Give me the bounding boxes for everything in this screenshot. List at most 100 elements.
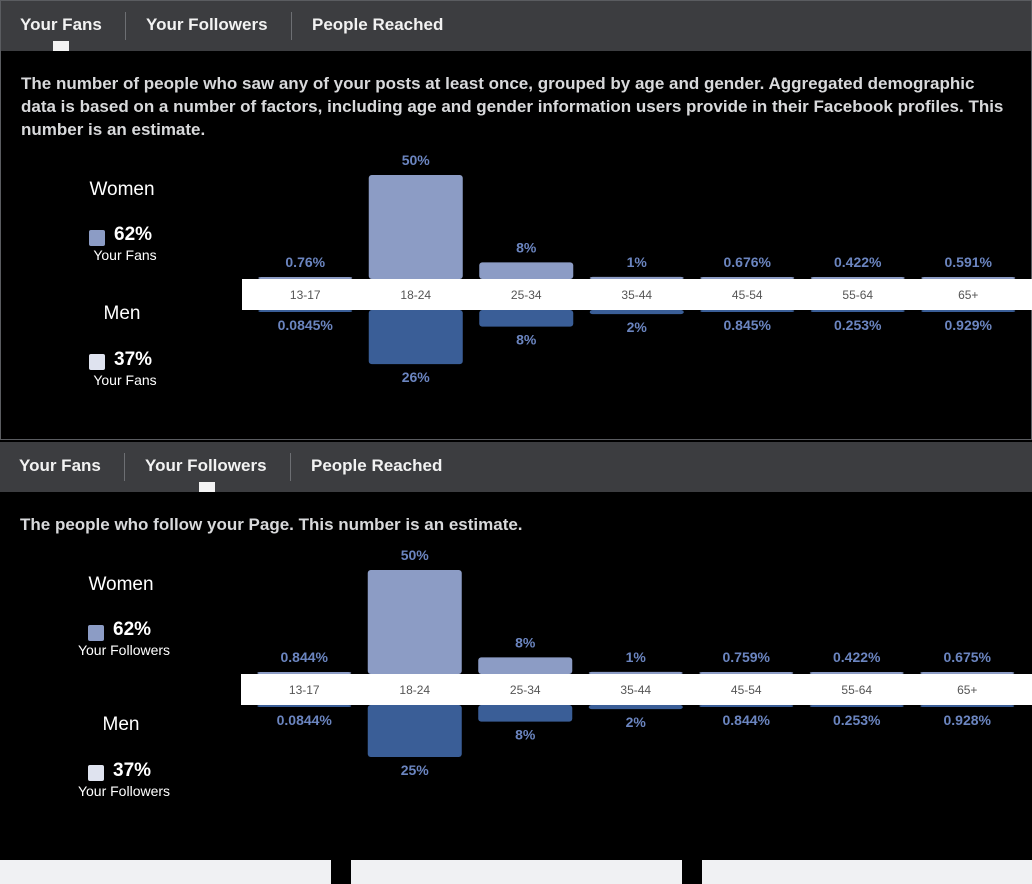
- men-swatch: [89, 354, 105, 370]
- men-bar-35-44[interactable]: [589, 310, 684, 315]
- tab-bar: Your Fans Your Followers People Reached: [1, 1, 1031, 51]
- age-gender-chart-svg: 13-17 0.844% 0.0844% 18-24 50% 25% 25-34 8% 8% 35…: [241, 547, 1032, 778]
- men-bar-25-34[interactable]: [478, 705, 573, 722]
- men-bar-45-54[interactable]: [699, 705, 794, 707]
- men-bar-13-17[interactable]: [257, 705, 352, 707]
- women-label: Women: [89, 179, 155, 200]
- men-bar-25-34[interactable]: [479, 310, 574, 327]
- men-swatch: [88, 765, 104, 781]
- tab-people-reached[interactable]: People Reached: [311, 456, 443, 475]
- active-tab-indicator: [199, 482, 215, 492]
- women-bar-55-64[interactable]: [810, 277, 905, 279]
- men-value-label: 0.253%: [834, 317, 882, 333]
- men-bar-55-64[interactable]: [810, 310, 905, 312]
- women-value-label: 1%: [626, 649, 647, 665]
- men-value-label: 25%: [401, 762, 430, 778]
- women-value-label: 0.591%: [945, 254, 993, 270]
- women-value-label: 0.422%: [833, 649, 881, 665]
- women-bar-25-34[interactable]: [479, 262, 574, 279]
- women-value-label: 0.759%: [723, 649, 771, 665]
- age-category-label: 35-44: [621, 288, 652, 302]
- age-category-label: 18-24: [400, 288, 431, 302]
- women-value-label: 8%: [516, 239, 537, 255]
- age-axis-band: [241, 674, 1032, 705]
- women-bar-35-44[interactable]: [588, 671, 683, 674]
- men-bar-13-17[interactable]: [258, 310, 353, 312]
- panel-description: The people who follow your Page. This nu…: [20, 515, 523, 534]
- men-value-label: 2%: [627, 319, 648, 335]
- women-bar-45-54[interactable]: [699, 672, 794, 674]
- women-value-label: 50%: [402, 152, 431, 168]
- age-category-label: 45-54: [732, 288, 763, 302]
- men-bar-55-64[interactable]: [809, 705, 904, 707]
- men-bar-35-44[interactable]: [588, 705, 683, 710]
- men-sublabel: Your Followers: [77, 783, 171, 799]
- women-value-label: 50%: [401, 547, 430, 563]
- women-bar-25-34[interactable]: [478, 657, 573, 674]
- women-value-label: 0.676%: [724, 254, 772, 270]
- tab-people-reached[interactable]: People Reached: [312, 15, 444, 34]
- women-bar-65+[interactable]: [920, 672, 1015, 674]
- men-label: Men: [102, 714, 140, 735]
- women-value-label: 0.422%: [834, 254, 882, 270]
- men-value-label: 0.929%: [945, 317, 993, 333]
- active-tab-indicator: [53, 41, 69, 51]
- tab-your-followers[interactable]: Your Followers: [145, 456, 267, 475]
- tab-your-followers[interactable]: Your Followers: [146, 15, 268, 34]
- women-percentage: 62%: [113, 619, 152, 640]
- tab-divider: [124, 453, 125, 481]
- women-swatch: [88, 625, 104, 641]
- panel-description: The number of people who saw any of your…: [21, 74, 1004, 139]
- age-category-label: 45-54: [731, 683, 762, 697]
- age-category-label: 13-17: [289, 683, 320, 697]
- women-bar-65+[interactable]: [921, 277, 1016, 279]
- age-category-label: 35-44: [620, 683, 651, 697]
- men-value-label: 0.844%: [723, 712, 771, 728]
- men-value-label: 26%: [402, 369, 431, 385]
- men-value-label: 0.928%: [944, 712, 992, 728]
- women-bar-18-24[interactable]: [367, 570, 462, 674]
- women-bar-45-54[interactable]: [700, 277, 795, 279]
- men-value-label: 8%: [515, 727, 536, 743]
- cropped-footer-strip: [0, 860, 1032, 884]
- women-percentage: 62%: [114, 224, 153, 245]
- age-category-label: 25-34: [511, 288, 542, 302]
- footer-block: [682, 860, 702, 884]
- men-percentage: 37%: [113, 760, 152, 781]
- women-value-label: 1%: [627, 254, 648, 270]
- women-bar-13-17[interactable]: [257, 672, 352, 674]
- men-percentage: 37%: [114, 349, 153, 370]
- women-bar-18-24[interactable]: [368, 175, 463, 279]
- tab-divider: [125, 12, 126, 40]
- age-category-label: 65+: [957, 683, 977, 697]
- men-bar-18-24[interactable]: [368, 310, 463, 365]
- men-bar-65+[interactable]: [921, 310, 1016, 312]
- age-category-label: 25-34: [510, 683, 541, 697]
- tab-divider: [290, 453, 291, 481]
- fans-demographics-panel: Your Fans Your Followers People Reached …: [0, 0, 1032, 440]
- men-value-label: 8%: [516, 332, 537, 348]
- followers-demographics-panel: Your Fans Your Followers People Reached …: [0, 442, 1032, 860]
- women-value-label: 0.76%: [285, 254, 325, 270]
- women-bar-13-17[interactable]: [258, 277, 353, 279]
- age-category-label: 13-17: [290, 288, 321, 302]
- women-value-label: 8%: [515, 634, 536, 650]
- age-category-label: 55-64: [842, 288, 873, 302]
- men-value-label: 0.0845%: [278, 317, 334, 333]
- age-category-label: 18-24: [399, 683, 430, 697]
- footer-block: [331, 860, 351, 884]
- men-label: Men: [103, 303, 141, 324]
- men-bar-45-54[interactable]: [700, 310, 795, 312]
- men-value-label: 2%: [626, 714, 647, 730]
- women-sublabel: Your Followers: [77, 642, 171, 658]
- women-bar-55-64[interactable]: [809, 672, 904, 674]
- tab-your-fans[interactable]: Your Fans: [19, 456, 101, 475]
- men-bar-18-24[interactable]: [367, 705, 462, 757]
- tab-bar: Your Fans Your Followers People Reached: [0, 442, 1032, 492]
- men-sublabel: Your Fans: [93, 372, 157, 388]
- men-bar-65+[interactable]: [920, 705, 1015, 707]
- men-value-label: 0.0844%: [277, 712, 333, 728]
- tab-your-fans[interactable]: Your Fans: [20, 15, 102, 34]
- age-axis-band: [242, 279, 1032, 310]
- women-bar-35-44[interactable]: [589, 276, 684, 279]
